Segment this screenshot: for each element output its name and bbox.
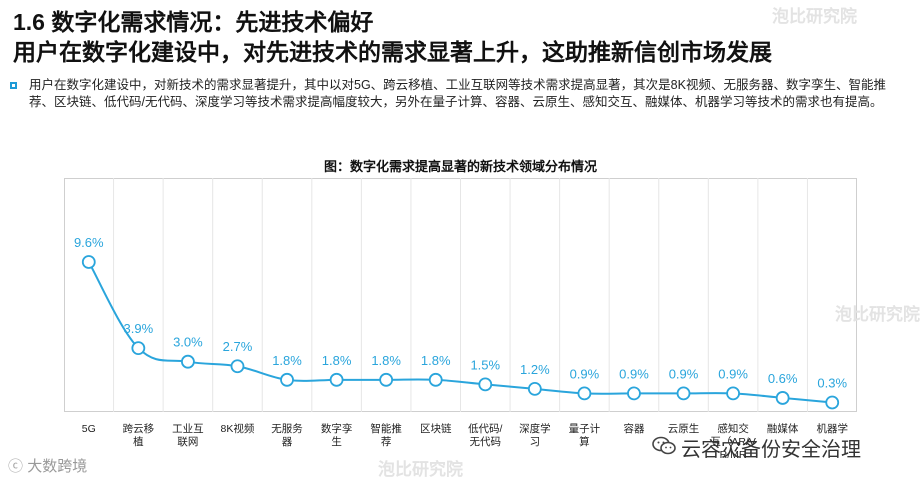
data-label: 0.9% [619,366,649,381]
data-label: 1.8% [371,353,401,368]
data-label: 1.5% [470,357,500,372]
watermark: 泡比研究院 [378,460,463,479]
wechat-account-name: 云容灾备份安全治理 [681,439,861,461]
x-tick-label: 深度学习 [519,422,551,448]
wechat-icon [652,436,676,455]
x-tick-label: 数字孪生 [321,422,353,448]
data-label: 1.8% [322,353,352,368]
data-point [676,386,691,401]
data-label: 9.6% [74,235,104,250]
x-tick-label: 机器学 [816,422,848,435]
data-label: 3.9% [124,321,154,336]
data-label: 0.9% [718,366,748,381]
data-label: 0.9% [570,366,600,381]
data-point [329,372,344,387]
data-label: 0.3% [817,375,847,390]
x-tick-label: 5G [82,423,96,435]
summary-text: 用户在数字化建设中，对新技术的需求显著提升，其中以对5G、跨云移植、工业互联网等… [29,78,886,109]
data-point [428,372,443,387]
data-point [726,386,740,401]
x-tick-label: 工业互联网 [172,423,204,448]
data-point [181,354,195,369]
data-label: 2.7% [223,339,253,354]
x-tick-label: 无服务器 [271,422,303,448]
x-tick-label: 低代码/无代码 [468,422,502,448]
data-point [81,255,96,269]
data-label: 1.2% [520,362,550,377]
data-point [825,395,840,410]
brand-name: 大数跨境 [27,458,88,475]
brand-mark-icon: ⓒ [8,458,24,475]
series-line [87,261,833,404]
x-tick-label: 区块链 [420,422,452,435]
data-label: 1.8% [421,353,451,368]
watermark: 泡比研究院 [772,7,857,26]
x-tick-label: 智能推荐 [370,422,402,448]
data-point [379,372,394,387]
data-label: 1.8% [272,353,302,368]
x-tick-label: 跨云移植 [123,422,155,448]
data-point [478,377,493,392]
x-tick-label: 云原生 [668,422,700,435]
page-subtitle: 用户在数字化建设中，对先进技术的需求显著上升，这助推新信创市场发展 [13,39,772,65]
square-bullet-icon [10,82,17,89]
data-label: 0.6% [768,371,798,386]
data-label: 3.0% [173,335,203,350]
brand-logo: ⓒ 大数跨境 [8,455,87,476]
x-tick-label: 融媒体 [767,422,799,435]
data-point [230,359,245,374]
x-tick-label: 容器 [623,422,644,435]
data-point [577,386,592,401]
data-point [280,372,294,387]
x-tick-label: 8K视频 [221,422,255,435]
data-point [527,381,542,396]
data-point [627,386,641,401]
data-label: 0.9% [669,366,699,381]
chart-title: 图：数字化需求提高显著的新技术领域分布情况 [323,159,597,174]
x-tick-label: 感知交互（AR/V R/MR [710,422,756,461]
data-point [775,391,790,405]
watermark: 泡比研究院 [835,305,920,324]
page-title: 1.6 数字化需求情况：先进技术偏好 [13,9,374,35]
data-point [131,341,146,355]
x-tick-label: 量子计算 [569,422,601,448]
